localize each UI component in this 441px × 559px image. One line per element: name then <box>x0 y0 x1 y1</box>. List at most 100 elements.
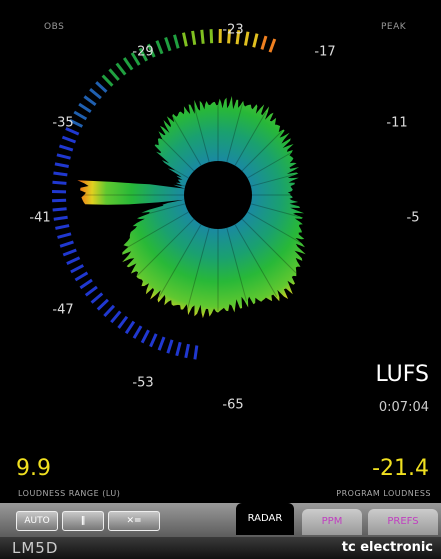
elapsed-time: 0:07:04 <box>378 400 429 415</box>
radar-center <box>184 161 252 229</box>
scale-tick <box>52 207 67 212</box>
scale-tick <box>58 144 74 152</box>
scale-tick <box>164 37 172 52</box>
scale-tick <box>54 162 69 168</box>
radar-spoke <box>241 131 282 172</box>
scale-label: -41 <box>29 210 51 226</box>
peak-label: PEAK <box>381 22 407 32</box>
scale-tick <box>132 325 143 339</box>
radar-spoke <box>250 174 294 187</box>
scale-label: -35 <box>52 115 74 131</box>
scale-tick <box>57 232 72 239</box>
scale-tick <box>166 339 174 354</box>
scale-tick <box>69 118 84 128</box>
unit-label: LUFS <box>375 362 430 387</box>
scale-tick <box>227 29 232 44</box>
scale-tick <box>90 292 104 304</box>
scale-tick <box>59 240 74 248</box>
scale-tick <box>149 333 158 348</box>
radar-spoke <box>169 166 189 179</box>
scale-tick <box>110 310 122 324</box>
scale-label: -5 <box>406 210 420 226</box>
loudness-range-value: 9.9 <box>16 456 51 481</box>
radar-spoke <box>186 227 210 310</box>
scale-label: -29 <box>132 44 154 60</box>
scale-label: -53 <box>132 375 154 391</box>
scale-label: -17 <box>314 44 336 60</box>
scale-tick <box>61 135 77 144</box>
radar-spoke <box>250 203 299 218</box>
scale-tick <box>140 329 150 344</box>
radar-spoke <box>247 211 301 243</box>
radar-spoke <box>241 218 297 274</box>
scale-label: -47 <box>52 302 74 318</box>
prefs-tab[interactable]: PREFS <box>368 509 438 535</box>
scale-tick <box>89 88 102 100</box>
scale-tick <box>175 341 182 357</box>
program-loudness-value: -21.4 <box>372 456 429 481</box>
loudness-range-label: LOUDNESS RANGE (LU) <box>18 489 121 498</box>
scale-label: -65 <box>222 397 244 413</box>
scale-tick <box>78 102 92 114</box>
brand-name: tc electronic <box>341 540 433 555</box>
radar-spoke <box>193 106 210 163</box>
scale-tick <box>52 180 67 185</box>
scale-tick <box>252 33 259 48</box>
scale-tick <box>53 171 68 177</box>
radar-display <box>52 28 306 360</box>
scale-tick <box>147 43 156 58</box>
radar-spoke <box>234 224 278 298</box>
scale-tick <box>103 304 116 318</box>
radar-spoke <box>159 136 195 172</box>
radar-spoke <box>144 203 186 216</box>
ppm-tab[interactable]: PPM <box>302 509 362 535</box>
radar-spoke <box>247 152 291 179</box>
scale-tick <box>268 38 277 53</box>
reset-button[interactable]: ✕= <box>108 511 160 531</box>
scale-tick <box>182 32 188 47</box>
product-name: LM5D <box>12 539 59 557</box>
scale-tick <box>184 343 190 359</box>
scale-tick <box>191 30 197 46</box>
scale-tick <box>96 298 109 311</box>
scale-tick <box>56 153 71 160</box>
scale-tick <box>243 31 250 46</box>
scale-tick <box>235 30 241 45</box>
scale-tick <box>157 336 166 351</box>
footer: LM5D tc electronic <box>0 537 441 559</box>
radar-spoke <box>234 111 267 166</box>
program-loudness-label: PROGRAM LOUDNESS <box>336 489 431 498</box>
scale-tick <box>62 248 77 257</box>
toolbar: AUTO ‖ ✕= RADAR PPM PREFS <box>0 503 441 537</box>
scale-tick <box>260 35 268 50</box>
auto-button[interactable]: AUTO <box>16 511 58 531</box>
hold-button[interactable]: ‖ <box>62 511 104 531</box>
radar-spoke <box>226 227 247 302</box>
scale-tick <box>95 81 108 93</box>
scale-tick <box>138 47 148 62</box>
radar-tab[interactable]: RADAR <box>236 503 294 535</box>
scale-tick <box>173 34 180 49</box>
radar-spoke <box>172 116 202 166</box>
scale-tick <box>53 215 68 221</box>
scale-tick <box>209 29 214 44</box>
scale-tick <box>155 40 164 55</box>
scale-label: -11 <box>386 115 408 131</box>
scale-tick <box>124 320 136 335</box>
scale-tick <box>84 285 98 297</box>
scale-tick <box>200 29 205 44</box>
scale-tick <box>122 57 134 71</box>
radar-spoke <box>158 224 202 298</box>
scale-tick <box>74 271 89 282</box>
obs-label: OBS <box>44 22 65 32</box>
radar-spoke <box>124 211 189 250</box>
scale-tick <box>108 68 120 81</box>
scale-label: -23 <box>222 22 244 38</box>
scale-tick <box>101 74 114 87</box>
radar-spoke <box>137 218 195 276</box>
scale-tick <box>83 95 97 107</box>
scale-tick <box>193 345 199 360</box>
scale-tick <box>79 278 93 290</box>
scale-tick <box>70 264 84 274</box>
scale-tick <box>55 224 70 230</box>
